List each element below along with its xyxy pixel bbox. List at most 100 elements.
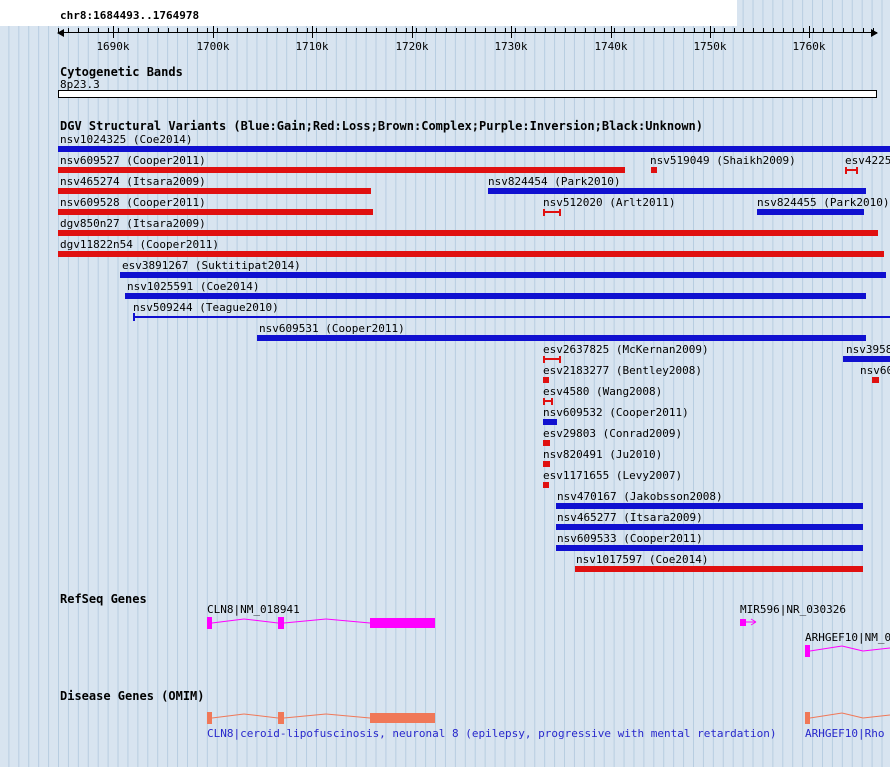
variant-label[interactable]: nsv512020 (Arlt2011) bbox=[543, 196, 676, 209]
ruler-tick-label: 1740k bbox=[594, 40, 628, 53]
ibeam-line bbox=[545, 400, 551, 402]
variant-label[interactable]: esv2637825 (McKernan2009) bbox=[543, 343, 709, 356]
variant-glyph[interactable] bbox=[58, 167, 625, 173]
variant-label[interactable]: nsv60 bbox=[860, 364, 890, 377]
refseq-gene-exon[interactable] bbox=[805, 645, 810, 657]
variant-label[interactable]: esv1171655 (Levy2007) bbox=[543, 469, 683, 482]
variant-glyph[interactable] bbox=[543, 419, 557, 425]
variant-glyph[interactable] bbox=[58, 230, 878, 236]
variant-label[interactable]: dgv850n27 (Itsara2009) bbox=[60, 217, 206, 230]
omim-gene-exon[interactable] bbox=[805, 712, 810, 724]
variant-glyph[interactable] bbox=[257, 335, 866, 341]
variant-label[interactable]: nsv609532 (Cooper2011) bbox=[543, 406, 689, 419]
variant-label[interactable]: nsv1024325 (Coe2014) bbox=[60, 133, 193, 146]
variant-label[interactable]: nsv820491 (Ju2010) bbox=[543, 448, 663, 461]
variant-glyph[interactable] bbox=[58, 146, 890, 152]
variant-label[interactable]: nsv824455 (Park2010) bbox=[757, 196, 890, 209]
variant-label[interactable]: esv3891267 (Suktitipat2014) bbox=[122, 259, 301, 272]
refseq-gene-label[interactable]: CLN8|NM_018941 bbox=[207, 603, 300, 616]
variant-glyph[interactable] bbox=[651, 167, 657, 173]
omim-gene-exon[interactable] bbox=[278, 712, 284, 724]
cytoband-label[interactable]: 8p23.3 bbox=[60, 78, 100, 91]
ruler-right-arrow-icon bbox=[871, 29, 878, 37]
variant-label[interactable]: nsv470167 (Jakobsson2008) bbox=[557, 490, 723, 503]
variant-label[interactable]: nsv1017597 (Coe2014) bbox=[576, 553, 709, 566]
ruler-minor-tick bbox=[694, 28, 695, 32]
ruler-tick-label: 1760k bbox=[792, 40, 826, 53]
variant-glyph[interactable] bbox=[757, 209, 864, 215]
ruler-minor-tick bbox=[257, 28, 258, 32]
variant-glyph[interactable] bbox=[843, 356, 890, 362]
variant-glyph[interactable] bbox=[845, 167, 858, 174]
variant-glyph[interactable] bbox=[543, 440, 550, 446]
variant-glyph[interactable] bbox=[488, 188, 866, 194]
variant-glyph[interactable] bbox=[58, 209, 373, 215]
variant-label[interactable]: nsv519049 (Shaikh2009) bbox=[650, 154, 796, 167]
ruler-minor-tick bbox=[207, 28, 208, 32]
refseq-gene-label[interactable]: MIR596|NR_030326 bbox=[740, 603, 846, 616]
variant-glyph[interactable] bbox=[120, 272, 886, 278]
variant-label[interactable]: nsv465277 (Itsara2009) bbox=[557, 511, 703, 524]
variant-glyph[interactable] bbox=[543, 209, 561, 216]
variant-label[interactable]: nsv609528 (Cooper2011) bbox=[60, 196, 206, 209]
variant-glyph[interactable] bbox=[543, 398, 553, 405]
variant-label[interactable]: esv4225 bbox=[845, 154, 890, 167]
ruler-major-tick bbox=[412, 26, 413, 38]
ruler-minor-tick bbox=[346, 28, 347, 32]
ruler-minor-tick bbox=[396, 28, 397, 32]
refseq-gene-exon[interactable] bbox=[370, 618, 435, 628]
omim-gene-exon[interactable] bbox=[370, 713, 435, 723]
variant-glyph[interactable] bbox=[543, 377, 549, 383]
section-header-dgv: DGV Structural Variants (Blue:Gain;Red:L… bbox=[60, 119, 703, 133]
ruler-tick-label: 1750k bbox=[693, 40, 727, 53]
ruler-major-tick bbox=[809, 26, 810, 38]
variant-label[interactable]: nsv1025591 (Coe2014) bbox=[127, 280, 260, 293]
ibeam-line bbox=[545, 211, 559, 213]
variant-label[interactable]: nsv3958 bbox=[846, 343, 890, 356]
refseq-gene-exon[interactable] bbox=[740, 619, 746, 626]
variant-glyph[interactable] bbox=[872, 377, 879, 383]
ruler-minor-tick bbox=[724, 28, 725, 32]
ruler-major-tick bbox=[710, 26, 711, 38]
variant-glyph[interactable] bbox=[543, 482, 549, 488]
ruler-minor-tick bbox=[734, 28, 735, 32]
variant-label[interactable]: nsv609527 (Cooper2011) bbox=[60, 154, 206, 167]
variant-glyph[interactable] bbox=[133, 316, 890, 318]
variant-label[interactable]: esv29803 (Conrad2009) bbox=[543, 427, 683, 440]
ruler-minor-tick bbox=[495, 28, 496, 32]
omim-gene-exon[interactable] bbox=[207, 712, 212, 724]
variant-label[interactable]: esv4580 (Wang2008) bbox=[543, 385, 663, 398]
variant-label[interactable]: esv2183277 (Bentley2008) bbox=[543, 364, 702, 377]
ruler-minor-tick bbox=[326, 28, 327, 32]
refseq-gene-exon[interactable] bbox=[278, 617, 284, 629]
variant-glyph[interactable] bbox=[58, 251, 884, 257]
variant-glyph[interactable] bbox=[58, 188, 371, 194]
variant-glyph[interactable] bbox=[543, 356, 561, 363]
ruler-minor-tick bbox=[227, 28, 228, 32]
ruler-minor-tick bbox=[138, 28, 139, 32]
ruler-tick-label: 1690k bbox=[96, 40, 130, 53]
ruler-minor-tick bbox=[704, 28, 705, 32]
variant-glyph[interactable] bbox=[556, 545, 863, 551]
ruler-minor-tick bbox=[535, 28, 536, 32]
variant-label[interactable]: nsv465274 (Itsara2009) bbox=[60, 175, 206, 188]
omim-gene-label[interactable]: ARHGEF10|Rho g bbox=[805, 727, 890, 740]
variant-label[interactable]: nsv609531 (Cooper2011) bbox=[259, 322, 405, 335]
omim-gene-label[interactable]: CLN8|ceroid-lipofuscinosis, neuronal 8 (… bbox=[207, 727, 777, 740]
cytoband-box bbox=[58, 90, 877, 98]
variant-glyph[interactable] bbox=[543, 461, 550, 467]
variant-label[interactable]: nsv509244 (Teague2010) bbox=[133, 301, 279, 314]
variant-glyph[interactable] bbox=[556, 524, 863, 530]
variant-label[interactable]: nsv824454 (Park2010) bbox=[488, 175, 621, 188]
ruler-minor-tick bbox=[98, 28, 99, 32]
variant-glyph[interactable] bbox=[125, 293, 866, 299]
variant-glyph[interactable] bbox=[556, 503, 863, 509]
ruler-minor-tick bbox=[793, 28, 794, 32]
refseq-gene-label[interactable]: ARHGEF10|NM_01 bbox=[805, 631, 890, 644]
variant-label[interactable]: nsv609533 (Cooper2011) bbox=[557, 532, 703, 545]
ruler-minor-tick bbox=[515, 28, 516, 32]
refseq-gene-exon[interactable] bbox=[207, 617, 212, 629]
ruler-minor-tick bbox=[634, 28, 635, 32]
variant-label[interactable]: dgv11822n54 (Cooper2011) bbox=[60, 238, 219, 251]
variant-glyph[interactable] bbox=[575, 566, 863, 572]
